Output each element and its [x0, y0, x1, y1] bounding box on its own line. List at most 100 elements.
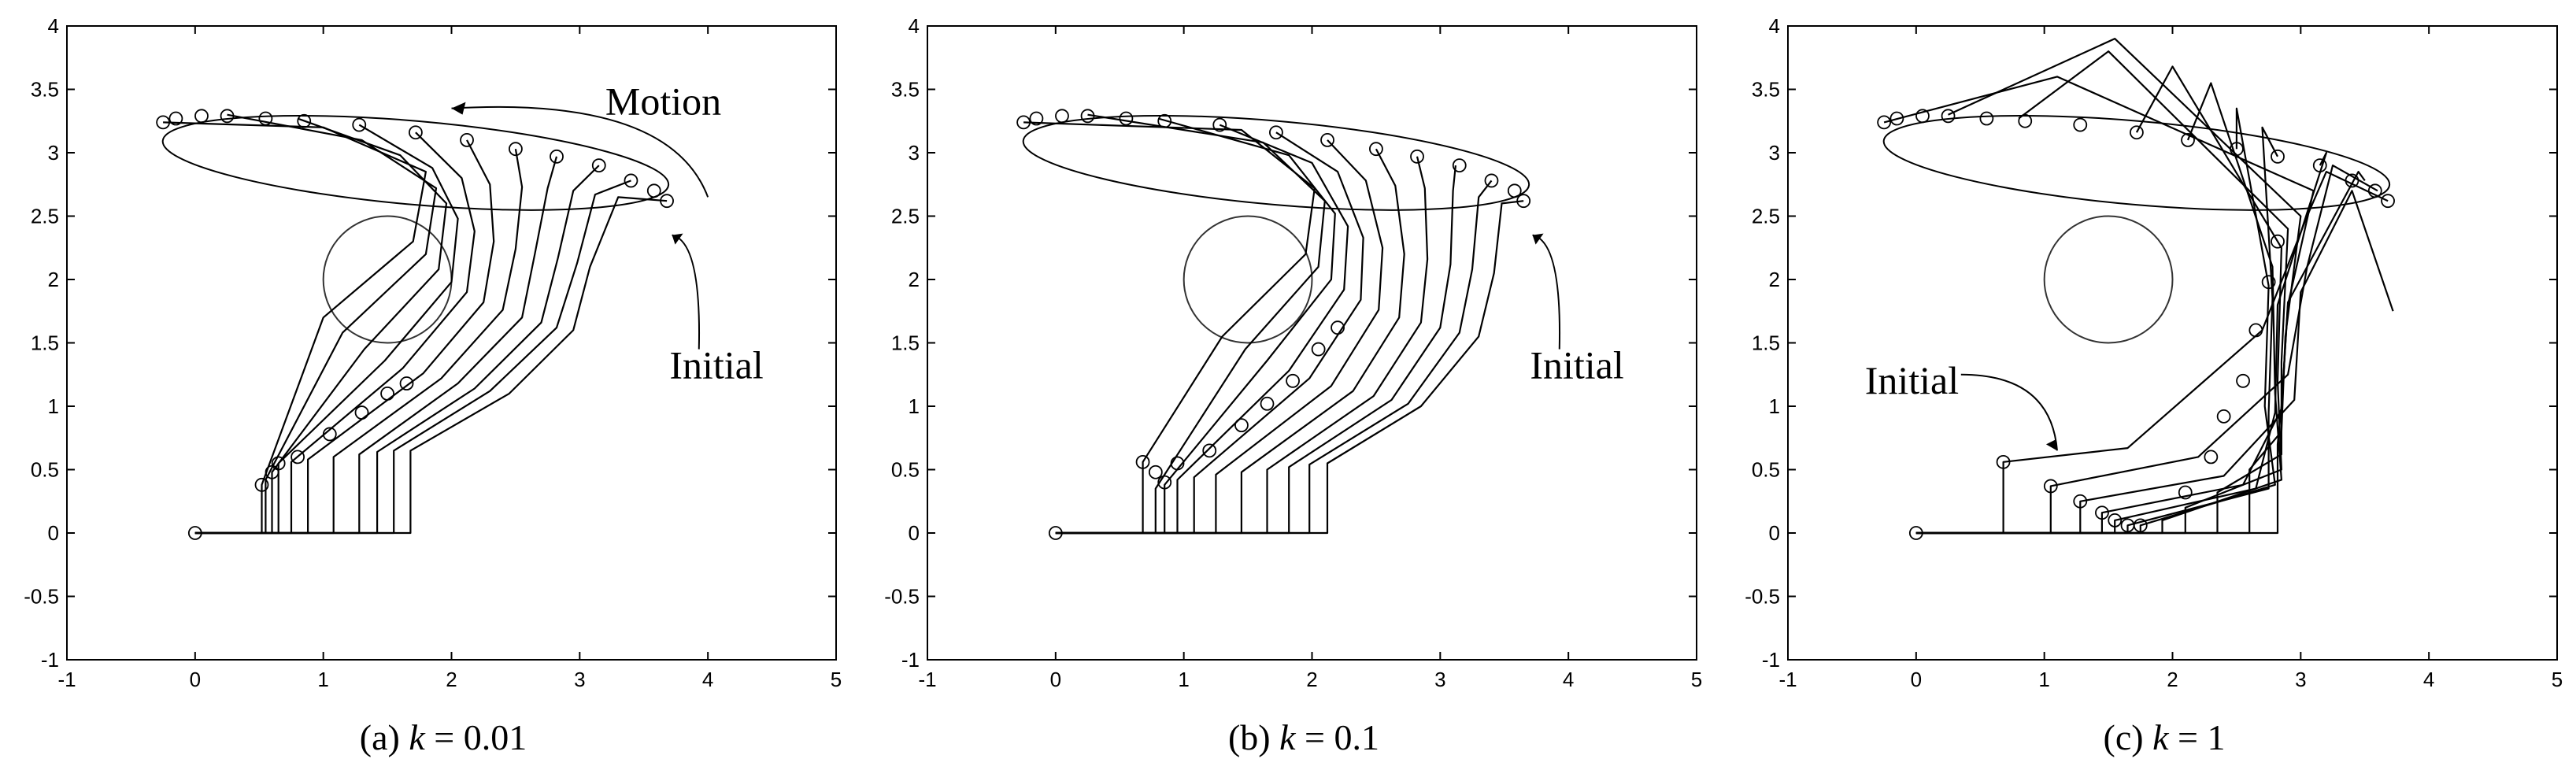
joint-marker [2178, 485, 2193, 500]
joint-marker [1507, 183, 1522, 198]
caption-value: = 0.1 [1296, 717, 1379, 757]
y-tick-label: 0 [1769, 521, 1780, 545]
joint-marker [1369, 142, 1383, 157]
series-line-2 [1055, 165, 1456, 535]
x-tick-label: 4 [2423, 668, 2434, 691]
y-tick-label: 4 [48, 14, 59, 38]
joint-marker [271, 456, 286, 471]
joint-marker [1889, 111, 1904, 126]
series-line-0 [1055, 200, 1524, 535]
y-tick-label: 2.5 [891, 205, 920, 228]
motion-arrowhead [451, 102, 466, 115]
joint-marker [1996, 454, 2011, 469]
joint-marker [2216, 409, 2231, 424]
joint-marker [352, 117, 367, 132]
initial-arrow [1960, 373, 2058, 451]
joint-marker [1119, 111, 1134, 126]
joint-marker [2095, 505, 2109, 520]
series-line-3 [1055, 156, 1429, 535]
series-line-2 [194, 165, 600, 535]
joint-marker [1915, 109, 1930, 124]
annotation-initial: Initial [1530, 343, 1623, 387]
y-tick-label: -0.5 [1745, 585, 1780, 609]
y-tick-label: 2.5 [31, 205, 59, 228]
y-tick-label: 0 [48, 521, 59, 545]
joint-marker [1320, 132, 1334, 147]
y-tick-label: 3.5 [1752, 78, 1780, 102]
joint-marker [591, 158, 606, 173]
series-line-9 [1055, 113, 1326, 535]
caption-prefix: (b) [1228, 717, 1279, 757]
chart-panel-1: -1 0 1 2 3 4 5 -1 -0.5 0 0.5 1 1.5 2 2.5 3 3.5 4 Initial (b… [884, 14, 1702, 757]
series-line-10 [163, 121, 427, 535]
initial-arrowhead [1532, 233, 1544, 245]
y-tick-label: 2 [48, 268, 59, 291]
chart-panel-0: -1 0 1 2 3 4 5 -1 -0.5 0 0.5 1 1.5 2 2.5 3 3.5 4 Motion Ini… [24, 14, 842, 757]
y-tick-label: 1 [1769, 394, 1780, 418]
initial-arrow [672, 234, 701, 350]
joint-marker [187, 526, 202, 540]
y-tick-label: 2.5 [1752, 205, 1780, 228]
joint-marker [2120, 518, 2135, 533]
joint-marker [1908, 526, 1923, 540]
series-line-8 [1915, 65, 2283, 535]
x-tick-label: 2 [1306, 668, 1317, 691]
joint-marker [2043, 479, 2058, 494]
caption-prefix: (c) [2104, 717, 2153, 757]
joint-marker [646, 183, 661, 198]
motion-arrow [451, 105, 709, 198]
x-tick-label: 0 [190, 668, 201, 691]
obstacle-circle [1183, 215, 1313, 344]
y-tick-label: 1 [48, 394, 59, 418]
joint-marker [1029, 111, 1044, 126]
joint-marker [460, 132, 474, 147]
joint-marker [1212, 117, 1227, 132]
series-line-6 [1915, 107, 2276, 535]
joint-marker [322, 427, 337, 442]
joint-marker [2312, 158, 2327, 173]
y-tick-label: 1.5 [1752, 331, 1780, 355]
series-line-7 [1915, 82, 2283, 535]
joint-marker [550, 149, 564, 164]
chart-panel-2: -1 0 1 2 3 4 5 -1 -0.5 0 0.5 1 1.5 2 2.5 3 3.5 4 Initial (c… [1745, 14, 2563, 757]
series-line-3 [1915, 171, 2366, 535]
series-line-5 [1055, 139, 1384, 535]
caption-variable: k [1279, 717, 1297, 757]
joint-marker [1877, 115, 1892, 130]
x-tick-label: 0 [1050, 668, 1061, 691]
initial-arrowhead [672, 233, 683, 245]
joint-marker [194, 109, 209, 124]
x-tick-label: 4 [1563, 668, 1574, 691]
series-line-7 [194, 124, 459, 535]
annotation-initial: Initial [1865, 358, 1959, 402]
joint-marker [2236, 373, 2250, 388]
joint-marker [2248, 323, 2263, 338]
joint-marker [1311, 342, 1326, 357]
joint-marker [297, 113, 312, 128]
joint-marker [1260, 396, 1275, 411]
joint-marker [2261, 275, 2276, 290]
joint-marker [168, 111, 183, 126]
series-line-7 [1055, 124, 1349, 535]
series-line-1 [1055, 180, 1493, 535]
joint-marker [1410, 149, 1424, 164]
y-tick-label: -0.5 [884, 585, 920, 609]
joint-marker [1080, 109, 1095, 124]
joint-marker [2345, 173, 2359, 188]
joint-marker [1269, 125, 1283, 140]
series-line-4 [1055, 148, 1405, 535]
joint-marker [1048, 526, 1063, 540]
series-line-5 [194, 139, 495, 535]
joint-marker [2271, 234, 2285, 249]
joint-marker [2381, 194, 2395, 209]
y-tick-label: 1.5 [31, 331, 59, 355]
joint-marker [409, 125, 423, 140]
caption-variable: k [409, 717, 426, 757]
y-tick-label: -1 [1762, 648, 1780, 672]
x-tick-label: -1 [1778, 668, 1797, 691]
x-tick-label: 1 [317, 668, 328, 691]
y-tick-label: 2 [909, 268, 920, 291]
x-tick-label: 1 [1178, 668, 1189, 691]
series-line-3 [194, 156, 558, 535]
series-line-10 [1915, 37, 2302, 535]
